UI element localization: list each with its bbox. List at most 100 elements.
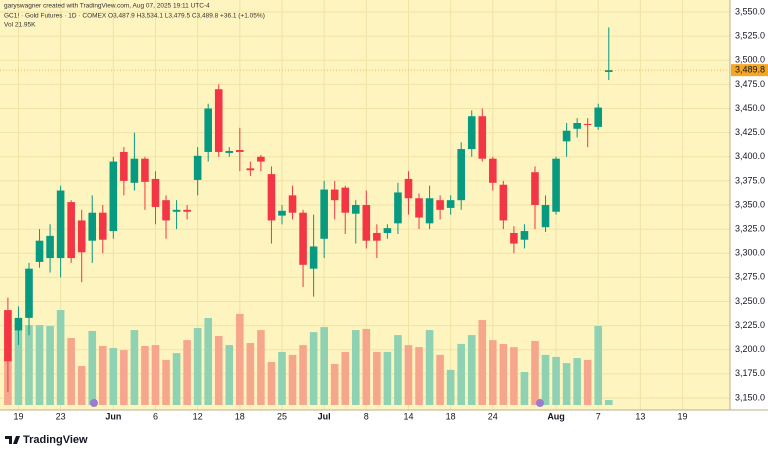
candle-body (257, 156, 265, 162)
candle-body (109, 161, 118, 232)
candle-body (193, 155, 202, 180)
volume-bar (404, 345, 413, 405)
volume-bar (583, 359, 592, 405)
candle-body (67, 202, 75, 259)
candle-body (151, 178, 160, 207)
volume-bar (373, 351, 381, 405)
volume-bar (236, 313, 244, 405)
candle-body (604, 70, 613, 72)
x-tick-label: 23 (56, 411, 66, 421)
candle-body (278, 210, 286, 216)
logo-text: TradingView (23, 434, 88, 446)
volume-bar (541, 354, 550, 405)
candle-body (478, 116, 487, 159)
candle-body (594, 107, 603, 127)
volume-bar (46, 325, 54, 405)
candle-body (531, 172, 539, 205)
candle-body (309, 246, 318, 269)
volume-bar (478, 320, 487, 405)
candle-body (499, 184, 508, 221)
x-tick-label: 18 (446, 411, 456, 421)
x-tick-label: 19 (13, 411, 23, 421)
volume-bar (320, 327, 328, 405)
volume-bar (151, 345, 160, 405)
volume-bar (14, 330, 23, 405)
y-tick-label: 3,350.0 (735, 199, 765, 209)
candle-body (162, 200, 170, 221)
candle-body (246, 168, 255, 171)
event-marker[interactable] (536, 399, 544, 407)
volume-bar (552, 356, 560, 405)
volume-bar (309, 332, 318, 405)
volume-bar (288, 354, 297, 405)
y-tick-label: 3,500.0 (735, 55, 765, 65)
x-tick-label: 14 (403, 411, 413, 421)
y-tick-label: 3,250.0 (735, 296, 765, 306)
volume-bar (183, 340, 191, 405)
volume-bar (604, 400, 613, 405)
candle-body (425, 198, 434, 224)
candle-body (120, 151, 128, 181)
candle-body (573, 123, 581, 129)
x-tick-label: 13 (635, 411, 645, 421)
volume-bar (278, 351, 286, 405)
volume-bar (457, 343, 465, 405)
candle-body (489, 158, 497, 183)
candle-body (583, 123, 592, 125)
candle-body (299, 212, 307, 265)
candle-body (14, 317, 23, 331)
volume-bar (98, 346, 107, 405)
candle-body (88, 212, 97, 241)
volume-bar (425, 330, 434, 405)
candle-body (373, 232, 381, 241)
candle-body (25, 268, 33, 318)
y-tick-label: 3,475.0 (735, 79, 765, 89)
volume-bar (520, 371, 529, 405)
last-price-box (731, 64, 768, 77)
candle-body (214, 89, 223, 152)
candle-body (394, 192, 402, 224)
candle-body (436, 200, 444, 210)
y-tick-label: 3,425.0 (735, 127, 765, 137)
volume-bar (362, 328, 371, 405)
volume-bar (573, 358, 581, 405)
volume-bar (35, 325, 44, 405)
candle-body (288, 195, 297, 213)
x-tick-label: 25 (277, 411, 287, 421)
candle-body (183, 209, 191, 212)
x-tick-label: 18 (235, 411, 245, 421)
volume-bar (56, 310, 65, 405)
candle-body (510, 232, 518, 244)
candle-body (225, 150, 234, 153)
volume-bar (510, 347, 518, 405)
candle-body (562, 130, 571, 142)
candle-body (362, 205, 371, 241)
x-tick-label: 24 (488, 411, 498, 421)
x-tick-label: 8 (364, 411, 369, 421)
volume-bar (562, 363, 571, 405)
y-tick-label: 3,450.0 (735, 103, 765, 113)
credit: garyswagner created with TradingView.com… (4, 3, 210, 10)
volume-bar (467, 335, 476, 405)
y-tick-label: 3,200.0 (735, 344, 765, 354)
volume-bar (531, 340, 539, 405)
candle-body (141, 158, 149, 182)
y-tick-label: 3,175.0 (735, 368, 765, 378)
volume-bar (415, 347, 423, 405)
volume-bar (193, 328, 202, 405)
volume-bar (267, 361, 276, 405)
candle-body (552, 158, 560, 212)
event-marker[interactable] (90, 399, 98, 407)
y-tick-label: 3,550.0 (735, 6, 765, 16)
volume-bar (162, 359, 170, 405)
volume-bar (351, 330, 360, 405)
y-tick-label: 3,300.0 (735, 248, 765, 258)
candle-body (56, 190, 65, 259)
candle-body (320, 189, 328, 239)
volume-bar (130, 330, 139, 405)
x-tick-label: Aug (547, 411, 565, 421)
y-tick-label: 3,525.0 (735, 31, 765, 41)
candle-body (130, 158, 139, 183)
volume-bar (67, 338, 75, 405)
